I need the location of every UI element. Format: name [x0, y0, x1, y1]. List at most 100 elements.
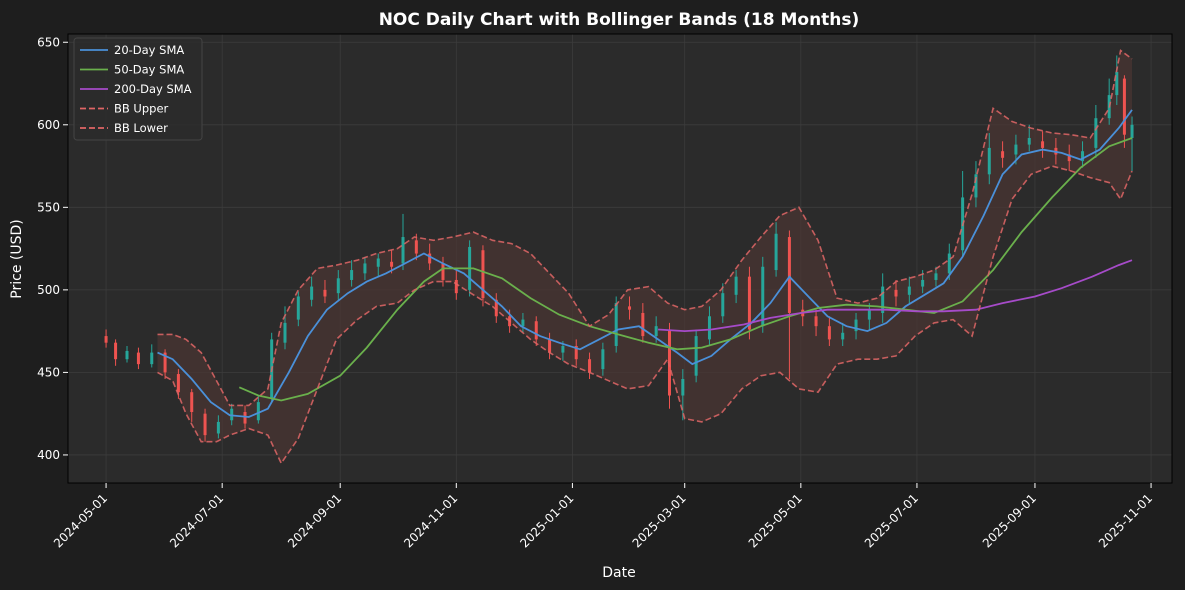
- candle-body: [1130, 124, 1134, 138]
- candle-body: [494, 299, 498, 317]
- x-tick-label: 2025-01-01: [517, 491, 576, 550]
- candle-body: [296, 296, 300, 320]
- grid-lines: [68, 34, 1172, 483]
- candle-body: [1041, 141, 1045, 148]
- candle-body: [310, 286, 314, 300]
- legend-box: [73, 37, 203, 141]
- candle-body: [176, 374, 180, 393]
- x-tick-label: 2025-09-01: [980, 491, 1039, 550]
- candle-body: [125, 350, 129, 360]
- candle-body: [1014, 144, 1018, 155]
- x-tick-label: 2025-05-01: [746, 491, 805, 550]
- candle-body: [654, 326, 658, 337]
- candle-body: [1094, 118, 1098, 148]
- series-line-bb-upper: [157, 49, 1133, 407]
- candle-body: [401, 237, 405, 264]
- bollinger-band-fill: [157, 50, 1132, 464]
- candle-body: [921, 279, 925, 287]
- candle-body: [1081, 151, 1085, 162]
- y-tick-label: 600: [37, 118, 60, 132]
- candle-body: [256, 402, 260, 421]
- x-tick-label: 2025-03-01: [630, 491, 689, 550]
- candle-body: [441, 263, 445, 280]
- candle-body: [534, 321, 538, 340]
- candle-body: [521, 319, 525, 327]
- candle-body: [548, 339, 552, 353]
- candle-body: [628, 306, 632, 310]
- candle-body: [230, 408, 234, 421]
- candle-body: [283, 322, 287, 343]
- series-line-50-day-sma: [238, 137, 1133, 402]
- candle-body: [1067, 154, 1071, 162]
- candle-body: [987, 147, 991, 175]
- candle-body: [694, 336, 698, 376]
- x-axis-label: Date: [602, 565, 635, 581]
- candle-body: [761, 266, 765, 327]
- candle-body: [376, 258, 380, 267]
- candle-body: [827, 326, 831, 340]
- candle-body: [481, 250, 485, 299]
- x-axis-ticks: 2024-05-01 2024-07-01 2024-09-01 2024-11-01…: [51, 483, 1155, 550]
- legend-label: 200-Day SMA: [114, 82, 192, 96]
- candle-body: [947, 253, 951, 274]
- series-line-20-day-sma: [157, 109, 1133, 418]
- candle-body: [681, 379, 685, 396]
- candle-body: [787, 237, 791, 313]
- y-tick-label: 400: [37, 448, 60, 462]
- candle-body: [1122, 78, 1126, 135]
- candle-body: [667, 329, 671, 396]
- candle-body: [721, 293, 725, 317]
- candle-body: [601, 349, 605, 370]
- candle-body: [414, 240, 418, 254]
- legend: 20-Day SMA 50-Day SMA 200-Day SMA BB Upper B…: [73, 37, 203, 141]
- candlesticks: [104, 55, 1134, 442]
- candle-body: [734, 276, 738, 295]
- candle-body: [350, 270, 354, 280]
- candle-body: [907, 286, 911, 295]
- plot-frame: [67, 33, 1173, 484]
- x-tick-label: 2025-07-01: [862, 491, 921, 550]
- series-line-bb-lower: [157, 165, 1133, 465]
- candle-body: [336, 278, 340, 294]
- candle-body: [614, 303, 618, 346]
- candle-body: [454, 279, 458, 294]
- series-line-200-day-sma: [658, 259, 1133, 333]
- candle-body: [243, 412, 247, 424]
- candle-body: [323, 289, 327, 297]
- candle-body: [114, 342, 118, 360]
- legend-label: BB Lower: [114, 121, 168, 135]
- candle-body: [747, 276, 751, 330]
- legend-label: 50-Day SMA: [114, 63, 184, 77]
- y-tick-label: 650: [37, 35, 60, 49]
- candle-body: [216, 421, 220, 434]
- candle-body: [574, 345, 578, 360]
- x-tick-label: 2024-05-01: [51, 491, 110, 550]
- candle-body: [894, 289, 898, 297]
- candle-body: [854, 319, 858, 332]
- y-tick-label: 500: [37, 283, 60, 297]
- candle-body: [867, 309, 871, 320]
- candle-body: [588, 359, 592, 373]
- candle-body: [428, 253, 432, 264]
- candle-body: [841, 332, 845, 340]
- chart-title: NOC Daily Chart with Bollinger Bands (18…: [379, 10, 860, 30]
- candle-body: [934, 273, 938, 280]
- candle-body: [104, 336, 108, 343]
- candle-body: [641, 312, 645, 337]
- y-tick-label: 550: [37, 200, 60, 214]
- x-tick-label: 2024-09-01: [285, 491, 344, 550]
- x-tick-label: 2025-11-01: [1096, 491, 1155, 550]
- y-axis-label: Price (USD): [9, 219, 25, 298]
- y-tick-label: 450: [37, 365, 60, 379]
- candle-body: [150, 352, 154, 365]
- candle-body: [363, 263, 367, 274]
- candle-body: [774, 233, 778, 271]
- x-tick-label: 2024-11-01: [401, 491, 460, 550]
- candle-body: [136, 352, 140, 365]
- legend-label: 20-Day SMA: [114, 43, 184, 57]
- series-lines: [157, 49, 1133, 465]
- candle-body: [390, 261, 394, 267]
- candle-body: [881, 286, 885, 313]
- candle-body: [561, 345, 565, 353]
